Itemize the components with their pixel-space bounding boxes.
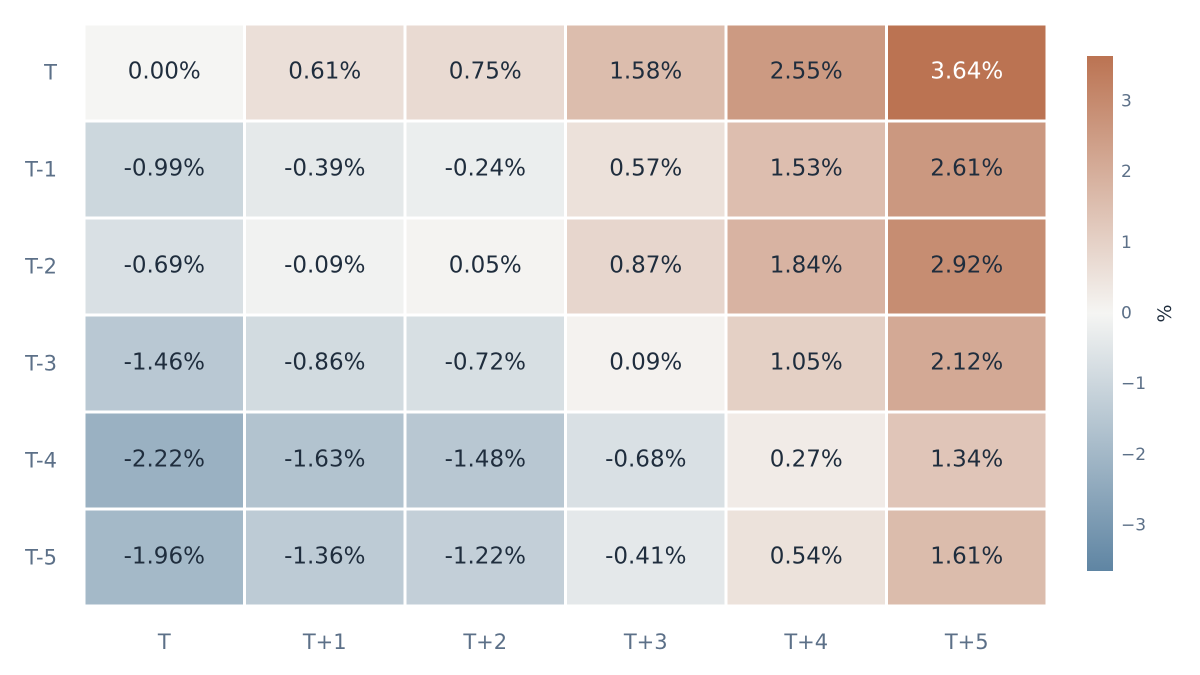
cell-value-label: 0.05%: [449, 253, 522, 279]
heatmap-cell: [727, 510, 885, 605]
cell-value-label: -0.24%: [445, 156, 526, 182]
heatmap-cell: [85, 316, 243, 411]
cell-value-label: -0.69%: [124, 253, 205, 279]
colorbar-tick-label: 2: [1121, 162, 1132, 182]
heatmap-cell: [888, 219, 1046, 314]
colorbar-ticks: 3 2 1 0 −1 −2 −3: [1121, 91, 1146, 535]
heatmap-cell: [85, 413, 243, 508]
row-label: T-5: [24, 546, 57, 570]
cell-value-label: 3.64%: [930, 59, 1003, 85]
heatmap-cell: [567, 122, 725, 217]
heatmap-cell: [727, 122, 885, 217]
colorbar-tick-label: −3: [1121, 516, 1146, 536]
heatmap-cell: [406, 219, 564, 314]
colorbar-tick-label: 0: [1121, 304, 1132, 324]
row-label: T-3: [24, 352, 57, 376]
heatmap-cell: [567, 25, 725, 120]
cell-value-label: 1.61%: [930, 544, 1003, 570]
heatmap-cell: [888, 316, 1046, 411]
heatmap-cell: [567, 316, 725, 411]
cell-value-label: 0.54%: [770, 544, 843, 570]
heatmap-cell: [406, 413, 564, 508]
colorbar-tick-label: 1: [1121, 233, 1132, 253]
cell-value-label: 0.87%: [609, 253, 682, 279]
colorbar-tick-label: 3: [1121, 91, 1132, 111]
heatmap-cell: [246, 219, 404, 314]
heatmap-cell: [888, 122, 1046, 217]
cell-value-label: -0.86%: [284, 350, 365, 376]
colorbar: 3 2 1 0 −1 −2 −3 %: [1087, 56, 1176, 571]
cell-value-label: -0.99%: [124, 156, 205, 182]
cell-value-label: 2.61%: [930, 156, 1003, 182]
heatmap-cell: [246, 122, 404, 217]
cell-value-label: -1.22%: [445, 544, 526, 570]
heatmap-cell: [406, 122, 564, 217]
column-label: T+2: [462, 630, 507, 654]
cell-value-label: 1.58%: [609, 59, 682, 85]
cell-value-label: -0.39%: [284, 156, 365, 182]
heatmap-cell: [567, 510, 725, 605]
cell-value-label: 0.75%: [449, 59, 522, 85]
cell-value-label: -0.09%: [284, 253, 365, 279]
heatmap-cell: [567, 219, 725, 314]
cell-value-label: -0.41%: [605, 544, 686, 570]
colorbar-tick-label: −1: [1121, 374, 1146, 394]
heatmap-cell: [85, 25, 243, 120]
cell-value-label: 1.84%: [770, 253, 843, 279]
row-label: T-1: [24, 158, 57, 182]
row-label: T: [43, 61, 57, 85]
cell-value-label: 2.12%: [930, 350, 1003, 376]
cell-value-label: 1.05%: [770, 350, 843, 376]
heatmap-cell: [888, 25, 1046, 120]
heatmap-cell: [85, 122, 243, 217]
cell-value-label: 1.34%: [930, 447, 1003, 473]
column-label: T+1: [302, 630, 347, 654]
heatmap-cell: [727, 25, 885, 120]
column-label: T: [157, 630, 171, 654]
cell-value-label: 2.55%: [770, 59, 843, 85]
heatmap-cell: [727, 413, 885, 508]
heatmap-cell: [727, 219, 885, 314]
colorbar-gradient: [1087, 56, 1113, 571]
heatmap-cell: [727, 316, 885, 411]
cell-value-label: -0.72%: [445, 350, 526, 376]
cell-value-label: -1.48%: [445, 447, 526, 473]
heatmap-cell: [567, 413, 725, 508]
heatmap-cell: [85, 219, 243, 314]
heatmap-cells: 0.00% 0.61% 0.75% 1.58% 2.55% 3.64% -0.99% -0.3…: [85, 25, 1046, 605]
column-label: T+5: [944, 630, 989, 654]
cell-value-label: -2.22%: [124, 447, 205, 473]
heatmap-cell: [888, 413, 1046, 508]
cell-value-label: -1.96%: [124, 544, 205, 570]
row-axis-labels: T T-1 T-2 T-3 T-4 T-5: [24, 61, 57, 570]
heatmap-cell: [85, 510, 243, 605]
heatmap-cell: [246, 316, 404, 411]
heatmap-cell: [246, 510, 404, 605]
heatmap-cell: [246, 413, 404, 508]
column-axis-labels: T T+1 T+2 T+3 T+4 T+5: [157, 630, 989, 654]
row-label: T-2: [24, 255, 57, 279]
heatmap-cell: [406, 316, 564, 411]
heatmap-cell: [246, 25, 404, 120]
cell-value-label: 0.61%: [288, 59, 361, 85]
cell-value-label: 0.09%: [609, 350, 682, 376]
cell-value-label: 0.27%: [770, 447, 843, 473]
cell-value-label: 1.53%: [770, 156, 843, 182]
column-label: T+3: [623, 630, 668, 654]
row-label: T-4: [24, 449, 57, 473]
cell-value-label: -1.36%: [284, 544, 365, 570]
heatmap-cell: [888, 510, 1046, 605]
colorbar-title: %: [1154, 304, 1176, 322]
cell-value-label: -0.68%: [605, 447, 686, 473]
cell-value-label: 0.57%: [609, 156, 682, 182]
column-label: T+4: [783, 630, 828, 654]
cell-value-label: -1.63%: [284, 447, 365, 473]
heatmap-cell: [406, 510, 564, 605]
cell-value-label: 0.00%: [128, 59, 201, 85]
cell-value-label: -1.46%: [124, 350, 205, 376]
cell-value-label: 2.92%: [930, 253, 1003, 279]
colorbar-tick-label: −2: [1121, 445, 1146, 465]
heatmap-cell: [406, 25, 564, 120]
